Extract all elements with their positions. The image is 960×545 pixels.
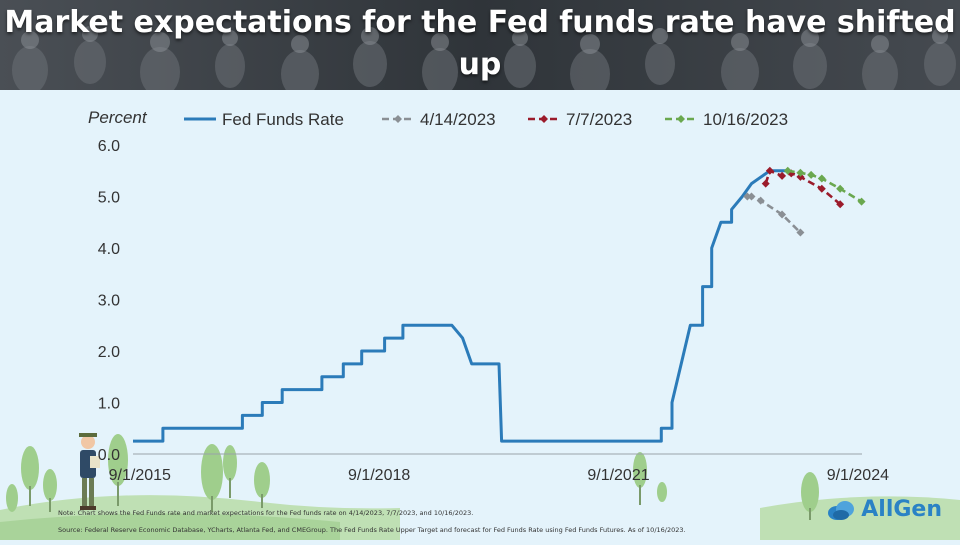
data-point-marker <box>796 228 805 237</box>
data-point-marker <box>817 184 826 193</box>
legend-item: 7/7/2023 <box>528 110 632 129</box>
team-photo-strip <box>0 0 960 90</box>
series-2 <box>761 166 845 209</box>
y-tick-label: 3.0 <box>98 293 120 310</box>
hiker-illustration <box>79 433 100 510</box>
legend-marker <box>677 115 685 123</box>
legend-label: 4/14/2023 <box>420 110 496 129</box>
legend-label: 7/7/2023 <box>566 110 632 129</box>
data-point-marker <box>796 168 805 177</box>
allgen-logo: AllGen <box>827 497 942 522</box>
data-point-marker <box>778 210 787 219</box>
chart-area: 0.0 1.0 2.0 3.0 4.0 5.0 6.0 Percent 9/1/2015 9/1/… <box>0 90 960 540</box>
y-axis-label: Percent <box>88 108 148 127</box>
x-tick-label: 9/1/2018 <box>348 467 410 484</box>
y-tick-label: 0.0 <box>98 447 120 464</box>
page-title: Market expectations for the Fed funds ra… <box>4 5 956 82</box>
legend-label: 10/16/2023 <box>703 110 788 129</box>
chart-note: Note: Chart shows the Fed Funds rate and… <box>58 509 474 517</box>
series-0 <box>133 169 788 443</box>
logo-cloud-icon <box>828 500 855 520</box>
series-1 <box>743 192 805 237</box>
data-point-marker <box>836 200 845 209</box>
chart-source: Source: Federal Reserve Economic Databas… <box>58 526 686 534</box>
data-point-marker <box>807 170 816 179</box>
data-point-marker <box>747 192 756 201</box>
data-point-marker <box>778 171 787 180</box>
y-tick-label: 1.0 <box>98 396 120 413</box>
legend-marker <box>394 115 402 123</box>
data-point-marker <box>857 197 866 206</box>
y-tick-label: 6.0 <box>98 138 120 155</box>
landscape-illustration <box>0 433 960 540</box>
data-point-marker <box>796 172 805 181</box>
data-point-marker <box>765 166 774 175</box>
series-3 <box>783 166 866 206</box>
logo-text: AllGen <box>861 497 942 522</box>
legend-item: 10/16/2023 <box>665 110 788 129</box>
y-tick-label: 5.0 <box>98 190 120 207</box>
y-tick-label: 2.0 <box>98 344 120 361</box>
data-point-marker <box>761 179 770 188</box>
data-point-marker <box>783 166 792 175</box>
legend-item: 4/14/2023 <box>382 110 496 129</box>
data-point-marker <box>836 184 845 193</box>
series-line <box>787 169 863 203</box>
y-tick-label: 4.0 <box>98 241 120 258</box>
legend-marker <box>540 115 548 123</box>
chart-series <box>133 166 866 443</box>
data-point-marker <box>817 174 826 183</box>
legend-label: Fed Funds Rate <box>222 110 344 129</box>
chart-axes: 0.0 1.0 2.0 3.0 4.0 5.0 6.0 Percent 9/1/2015 9/1/… <box>88 108 889 484</box>
header-banner: Market expectations for the Fed funds ra… <box>0 0 960 90</box>
chart-legend: Fed Funds Rate 4/14/2023 7/7/2023 10/16/202… <box>184 110 788 129</box>
legend-item: Fed Funds Rate <box>184 110 344 129</box>
data-point-marker <box>756 196 765 205</box>
series-line <box>747 195 802 234</box>
x-tick-label: 9/1/2021 <box>587 467 649 484</box>
x-tick-label: 9/1/2024 <box>827 467 889 484</box>
series-line <box>133 169 788 443</box>
x-tick-label: 9/1/2015 <box>109 467 171 484</box>
data-point-marker <box>743 192 752 201</box>
fed-funds-chart: 0.0 1.0 2.0 3.0 4.0 5.0 6.0 Percent 9/1/2015 9/1/… <box>0 108 960 540</box>
